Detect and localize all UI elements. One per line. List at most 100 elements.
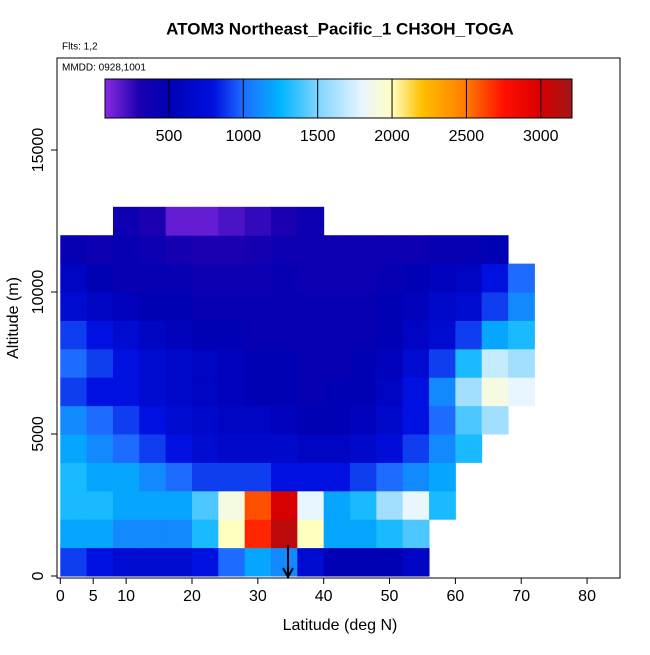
cell	[244, 292, 272, 321]
cell	[139, 348, 167, 378]
cell	[218, 348, 246, 378]
cell	[455, 263, 483, 293]
cell	[402, 263, 430, 293]
cell	[376, 490, 404, 520]
cell	[218, 292, 246, 321]
colorbar-tick-label: 2500	[449, 128, 485, 145]
x-tick-label: 30	[249, 588, 267, 605]
cell	[218, 405, 246, 435]
cell	[323, 547, 351, 577]
cell	[86, 490, 114, 520]
cell	[508, 320, 535, 350]
cell	[139, 434, 167, 463]
cell	[86, 320, 114, 350]
cell	[350, 263, 377, 293]
cell	[218, 547, 246, 577]
cell	[165, 235, 193, 265]
cell	[139, 377, 167, 407]
arrow-head	[282, 567, 294, 580]
cell	[244, 462, 272, 492]
cell	[481, 235, 509, 265]
cell	[112, 206, 140, 236]
cell	[455, 434, 483, 463]
cell	[86, 462, 114, 492]
cell	[86, 263, 114, 293]
cell	[191, 519, 219, 549]
cell	[376, 519, 404, 549]
cell	[191, 547, 219, 577]
cell	[165, 490, 193, 520]
cell	[191, 348, 219, 378]
cell	[350, 405, 377, 435]
cell	[297, 547, 325, 577]
cell	[350, 292, 377, 321]
cell	[218, 462, 246, 492]
cell	[429, 405, 456, 435]
cell	[297, 206, 325, 236]
cell	[271, 320, 298, 350]
cell	[112, 405, 140, 435]
cell	[60, 348, 88, 378]
cell	[297, 235, 325, 265]
cell	[350, 348, 377, 378]
cell	[402, 292, 430, 321]
x-tick-label: 50	[381, 588, 399, 605]
cell	[323, 519, 351, 549]
cell	[402, 434, 430, 463]
cell	[244, 206, 272, 236]
cell	[218, 490, 246, 520]
cell	[191, 490, 219, 520]
cell	[218, 235, 246, 265]
cell	[60, 519, 88, 549]
cell	[165, 348, 193, 378]
cell	[139, 519, 167, 549]
cell	[271, 462, 298, 492]
cell	[271, 206, 298, 236]
cell	[297, 292, 325, 321]
cell	[60, 263, 88, 293]
x-axis-label: Latitude (deg N)	[283, 617, 398, 634]
cell	[455, 348, 483, 378]
annotation: Flts: 1,2	[62, 42, 98, 53]
cell	[218, 434, 246, 463]
cell	[86, 377, 114, 407]
cell	[139, 462, 167, 492]
cell	[60, 377, 88, 407]
cell	[165, 547, 193, 577]
cell	[191, 206, 219, 236]
cell	[191, 235, 219, 265]
cell	[508, 263, 535, 293]
cell	[165, 405, 193, 435]
cell	[376, 405, 404, 435]
cell	[244, 263, 272, 293]
cell	[112, 292, 140, 321]
cell	[165, 519, 193, 549]
cell	[297, 490, 325, 520]
cell	[244, 320, 272, 350]
cell	[481, 405, 509, 435]
cell	[350, 547, 377, 577]
cell	[244, 405, 272, 435]
cell	[112, 320, 140, 350]
heatmap	[60, 206, 535, 577]
cell	[429, 235, 456, 265]
cell	[297, 434, 325, 463]
cell	[402, 320, 430, 350]
cell	[112, 348, 140, 378]
x-tick-label: 20	[183, 588, 201, 605]
cell	[139, 235, 167, 265]
cell	[323, 263, 351, 293]
cell	[350, 377, 377, 407]
cell	[271, 405, 298, 435]
colorbar-tick-label: 3000	[523, 128, 559, 145]
cell	[297, 462, 325, 492]
cell	[402, 348, 430, 378]
cell	[481, 320, 509, 350]
cell	[60, 490, 88, 520]
cell	[350, 462, 377, 492]
colorbar-tick-label: 2000	[374, 128, 410, 145]
cell	[271, 263, 298, 293]
cell	[402, 547, 430, 577]
cell	[271, 434, 298, 463]
